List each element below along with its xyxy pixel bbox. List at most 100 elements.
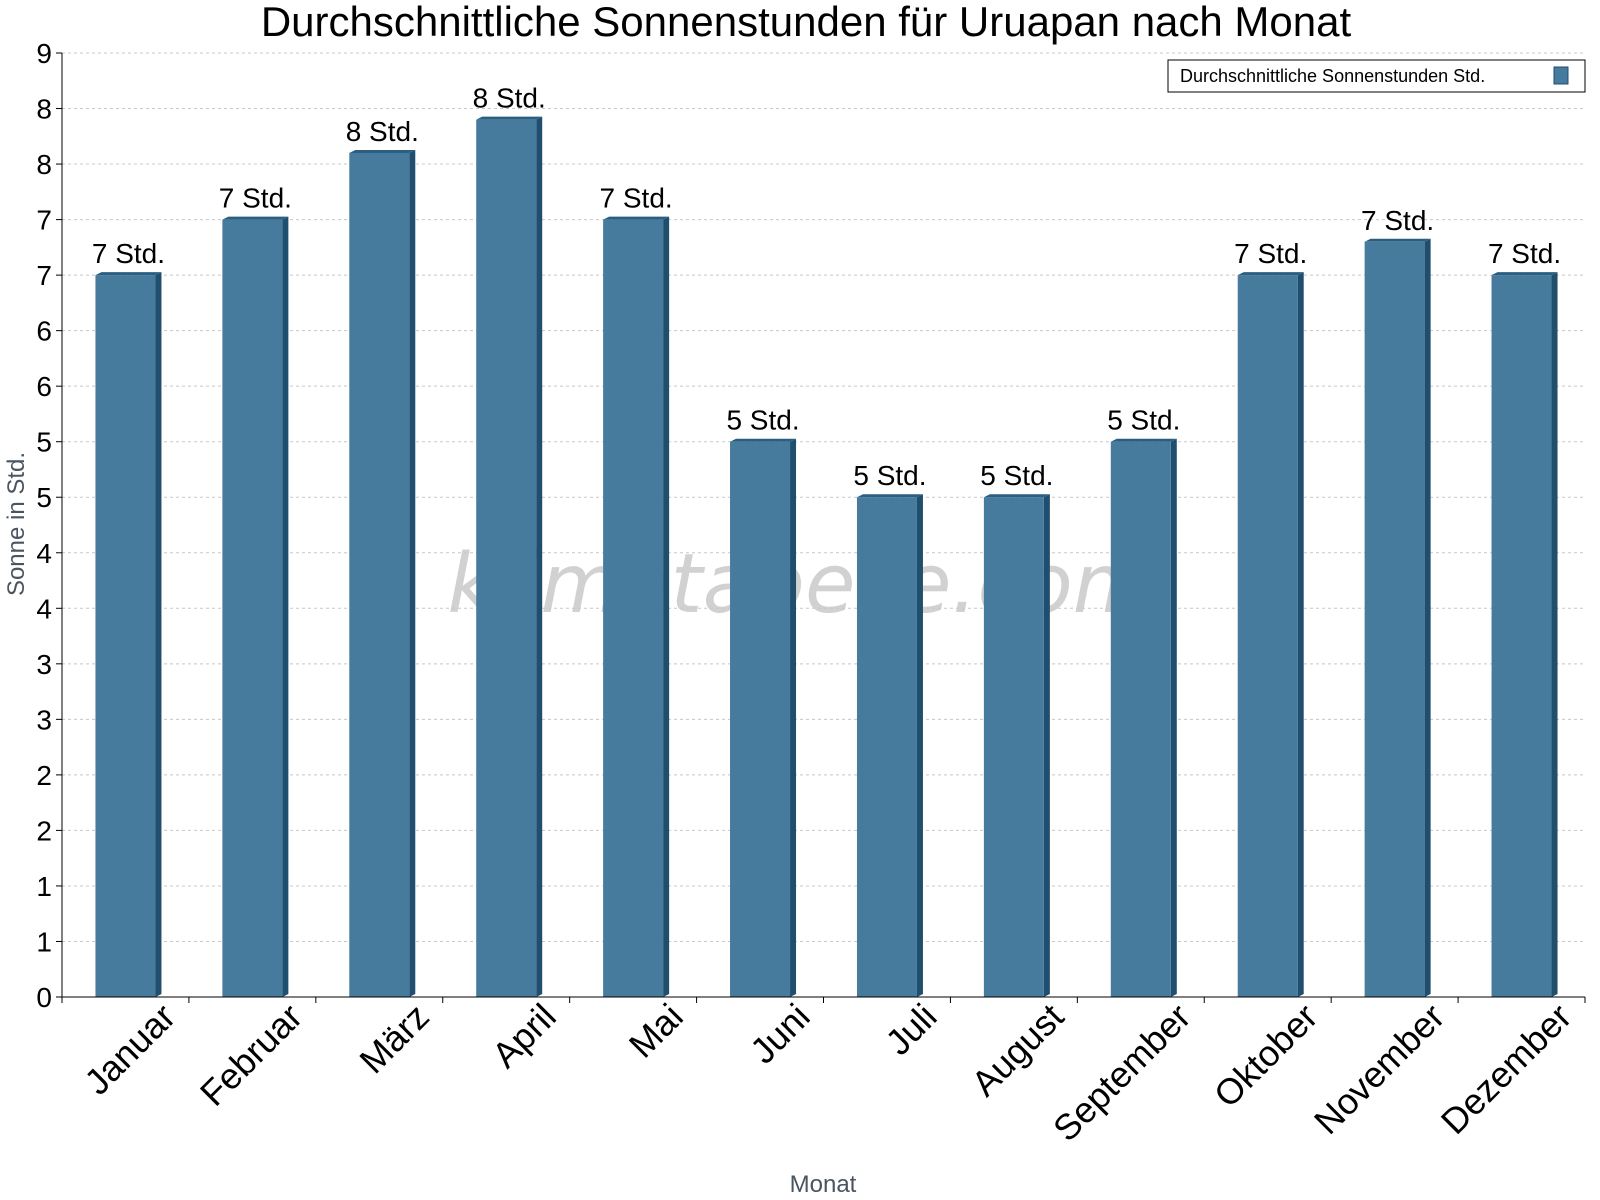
bar-front (983, 497, 1044, 997)
y-tick-label: 3 (36, 649, 52, 680)
grid-lines (62, 52, 1585, 942)
bar-side (1170, 438, 1177, 997)
bar-top (730, 438, 797, 442)
bar-mai (603, 216, 670, 997)
bar-top (1364, 238, 1431, 242)
data-label: 7 Std. (1234, 238, 1307, 269)
bar-februar (222, 216, 289, 997)
y-tick-label: 7 (36, 260, 52, 291)
data-label: 5 Std. (853, 460, 926, 491)
x-tick-label: März (351, 996, 437, 1082)
y-tick-label: 1 (36, 926, 52, 957)
bar-september (1110, 438, 1177, 997)
y-tick-label: 8 (36, 149, 52, 180)
bar-front (603, 219, 664, 997)
x-tick-label: Mai (621, 996, 691, 1066)
bar-side (155, 272, 162, 997)
bar-top (222, 216, 289, 220)
data-label: 8 Std. (473, 83, 546, 114)
x-axis-title: Monat (790, 1171, 857, 1198)
y-tick-label: 5 (36, 482, 52, 513)
y-tick-label: 5 (36, 427, 52, 458)
legend: Durchschnittliche Sonnenstunden Std. (1167, 59, 1586, 93)
bar-top (856, 494, 923, 498)
y-tick-label: 4 (36, 538, 52, 569)
bar-juli (856, 494, 923, 997)
x-tick-label: Februar (192, 996, 310, 1114)
bar-side (790, 438, 797, 997)
bar-märz (349, 149, 416, 997)
y-tick-label: 4 (36, 593, 52, 624)
legend-box (1167, 59, 1586, 93)
bar-top (476, 116, 543, 120)
y-tick-label: 1 (36, 871, 52, 902)
x-tick-label: Oktober (1206, 996, 1326, 1116)
data-label: 5 Std. (726, 405, 799, 436)
bar-front (476, 119, 537, 997)
bar-top (983, 494, 1050, 498)
bar-side (1297, 272, 1304, 997)
y-tick-label: 3 (36, 704, 52, 735)
bar-side (282, 216, 289, 997)
data-label: 5 Std. (980, 460, 1053, 491)
x-tick-label: August (963, 996, 1071, 1104)
bar-front (1364, 241, 1425, 998)
data-label: 7 Std. (92, 238, 165, 269)
bar-front (222, 219, 283, 997)
bar-side (1551, 272, 1558, 997)
bar-april (476, 116, 543, 997)
y-axis-title: Sonne in Std. (3, 452, 30, 596)
axes (56, 52, 1586, 1003)
x-tick-label: Dezember (1433, 996, 1579, 1142)
bar-front (730, 441, 791, 997)
bar-november (1364, 238, 1431, 998)
x-tick-label: April (484, 996, 564, 1076)
data-label: 7 Std. (1361, 205, 1434, 236)
x-tick-label: Juli (877, 996, 944, 1063)
bar-front (1491, 275, 1552, 997)
x-tick-labels: Januar Februar März April Mai Juni Juli AugustS… (76, 996, 1579, 1150)
bar-top (1110, 438, 1177, 442)
bar-dezember (1491, 272, 1558, 997)
data-label: 7 Std. (1488, 238, 1561, 269)
bar-front (1110, 441, 1171, 997)
bar-side (916, 494, 923, 997)
x-tick-label: Juni (742, 996, 818, 1072)
chart-title: Durchschnittliche Sonnenstunden für Urua… (261, 0, 1352, 45)
y-tick-label: 7 (36, 205, 52, 236)
x-tick-label: November (1306, 996, 1452, 1142)
data-label: 7 Std. (219, 183, 292, 214)
y-tick-label: 2 (36, 760, 52, 791)
bar-side (1424, 238, 1431, 998)
bar-top (1491, 272, 1558, 276)
bar-side (1043, 494, 1050, 997)
bar-front (95, 275, 156, 997)
bar-front (349, 152, 410, 997)
bar-front (856, 497, 917, 997)
y-tick-label: 9 (36, 38, 52, 69)
bar-front (1237, 275, 1298, 997)
bar-side (536, 116, 543, 997)
x-tick-label: September (1045, 996, 1199, 1150)
bars (95, 116, 1558, 998)
bar-side (663, 216, 670, 997)
y-tick-labels: 0 1 1 2 2 3 3 4 4 5 5 6 6 7 7 8 8 9 (36, 38, 52, 1013)
y-tick-label: 2 (36, 815, 52, 846)
data-label: 5 Std. (1107, 405, 1180, 436)
bar-top (1237, 272, 1304, 276)
bar-juni (730, 438, 797, 997)
y-tick-label: 6 (36, 316, 52, 347)
bar-top (95, 272, 162, 276)
y-tick-label: 8 (36, 94, 52, 125)
data-label: 8 Std. (346, 116, 419, 147)
y-tick-label: 6 (36, 371, 52, 402)
data-label: 7 Std. (600, 183, 673, 214)
y-tick-label: 0 (36, 982, 52, 1013)
bar-januar (95, 272, 162, 997)
bar-august (983, 494, 1050, 997)
legend-label: Durchschnittliche Sonnenstunden Std. (1180, 66, 1485, 86)
data-labels: 7 Std. 7 Std. 8 Std. 8 Std. 7 Std. 5 Std. 5 St… (92, 83, 1561, 492)
legend-swatch (1553, 66, 1569, 85)
bar-top (349, 149, 416, 153)
